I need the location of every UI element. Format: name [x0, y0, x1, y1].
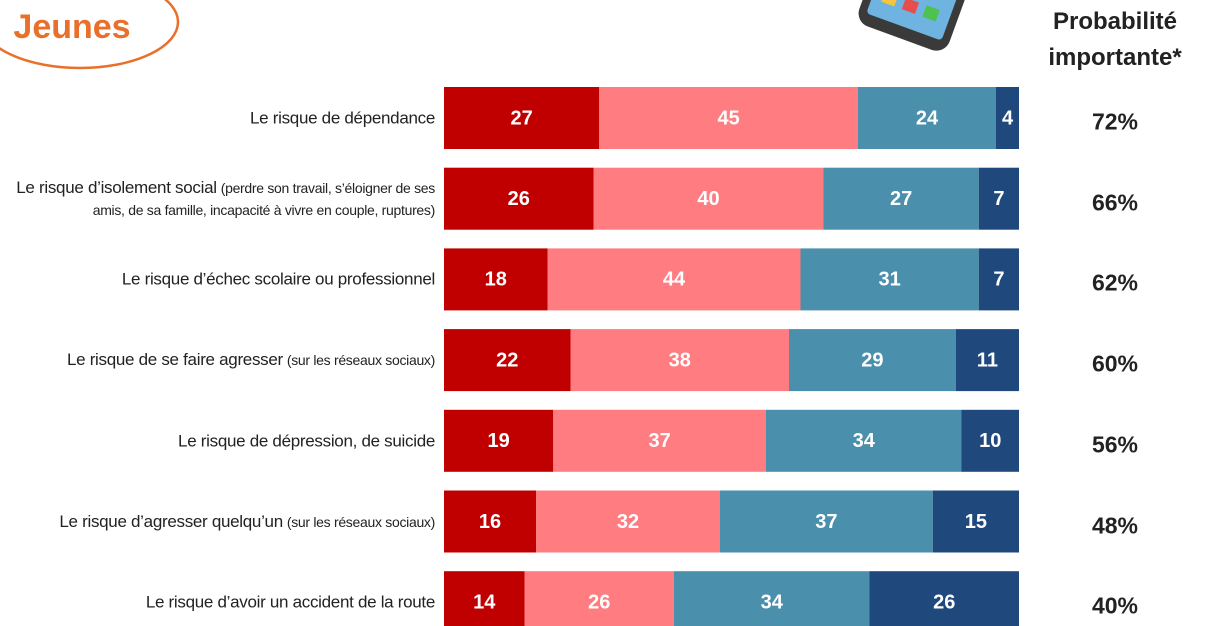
category-label: Le risque de dépression, de suicide: [3, 430, 435, 451]
probability-value: 40%: [1091, 592, 1139, 619]
category-main: Le risque d’avoir un accident de la rout…: [145, 592, 435, 612]
category-label: Le risque d’avoir un accident de la rout…: [3, 592, 435, 613]
value-label: 32: [617, 511, 639, 533]
bar-segment: [444, 87, 600, 149]
value-label: 44: [663, 269, 686, 291]
bar-segment: [444, 490, 536, 553]
value-label: 10: [979, 430, 1001, 452]
category-label: Le risque de dépendance: [3, 108, 435, 129]
title: Jeunes: [13, 8, 130, 46]
value-label: 29: [861, 349, 883, 371]
probability-value: 66%: [1091, 189, 1139, 216]
value-label: 19: [488, 430, 510, 452]
category-label: Le risque d’échec scolaire ou profession…: [3, 269, 435, 290]
category-note: (sur les réseaux sociaux): [286, 513, 435, 530]
value-label: 7: [993, 188, 1004, 210]
value-label: 26: [508, 188, 530, 210]
probability-value: 48%: [1091, 512, 1139, 538]
value-label: 45: [718, 107, 740, 129]
probability-value: 62%: [1091, 269, 1139, 296]
category-main: Le risque d’agresser quelqu’un: [59, 511, 283, 531]
value-label: 27: [890, 188, 912, 210]
value-label: 14: [473, 591, 496, 613]
value-label: 22: [496, 349, 518, 371]
value-label: 38: [669, 349, 691, 371]
value-label: 16: [479, 511, 501, 533]
bar-segment: [800, 248, 979, 311]
category-note: (sur les réseaux sociaux): [286, 352, 435, 369]
value-label: 26: [933, 591, 955, 613]
value-label: 26: [588, 591, 610, 613]
probability-value: 60%: [1091, 350, 1139, 377]
value-label: 18: [485, 269, 507, 291]
category-label: Le risque d’isolement social (perdre son …: [3, 177, 435, 221]
phone-icon: [858, 0, 972, 51]
bar-segment: [444, 329, 571, 392]
title-badge: [0, 0, 180, 70]
value-label: 27: [511, 107, 533, 129]
bar-segment: [444, 409, 554, 472]
category-note: (perdre son travail, s’éloigner de ses a…: [92, 179, 436, 218]
bar-segment: [720, 490, 933, 553]
bar-segment: [996, 87, 1019, 149]
value-label: 11: [977, 349, 998, 371]
bar-segment: [674, 571, 870, 626]
category-label: Le risque de se faire agresser (sur les r…: [3, 349, 435, 371]
category-main: Le risque de dépression, de suicide: [178, 431, 435, 451]
bar-segment: [593, 167, 824, 230]
value-label: 4: [1002, 107, 1014, 129]
bar-segment: [444, 571, 525, 626]
category-main: Le risque de dépendance: [250, 108, 435, 128]
bar-segment: [823, 167, 979, 230]
category-main: Le risque d’échec scolaire ou profession…: [121, 269, 435, 289]
bar-segment: [444, 167, 594, 230]
value-label: 34: [761, 591, 784, 613]
value-label: 15: [965, 511, 987, 533]
value-label: 37: [815, 511, 837, 533]
value-label: 40: [697, 188, 719, 210]
bar-segment: [553, 409, 766, 472]
bar-segment: [766, 409, 962, 472]
bar-segment: [932, 490, 1019, 553]
probability-value: 56%: [1091, 431, 1139, 458]
bar-segment: [444, 248, 548, 311]
bar-segment: [599, 87, 858, 149]
bar-segment: [978, 167, 1019, 230]
category-label: Le risque d’agresser quelqu’un (sur les r…: [3, 511, 435, 533]
category-main: Le risque de se faire agresser: [66, 350, 283, 370]
bar-segment: [955, 329, 1019, 392]
probability-value: 72%: [1091, 108, 1139, 135]
bar-segment: [524, 571, 674, 626]
bar-segment: [536, 490, 720, 553]
value-label: 7: [993, 269, 1004, 291]
bar-segment: [858, 87, 996, 149]
bar-segment: [869, 571, 1019, 626]
value-label: 34: [853, 430, 876, 452]
value-label: 31: [879, 269, 901, 291]
bar-segment: [978, 248, 1019, 311]
category-main: Le risque d’isolement social: [16, 177, 217, 197]
value-label: 37: [649, 430, 671, 452]
value-label: 24: [916, 107, 939, 129]
bar-segment: [961, 409, 1019, 472]
bar-segment: [789, 329, 956, 392]
bar-segment: [570, 329, 789, 392]
bar-segment: [547, 248, 801, 311]
probability-title: Probabilité importante*: [1048, 8, 1182, 71]
